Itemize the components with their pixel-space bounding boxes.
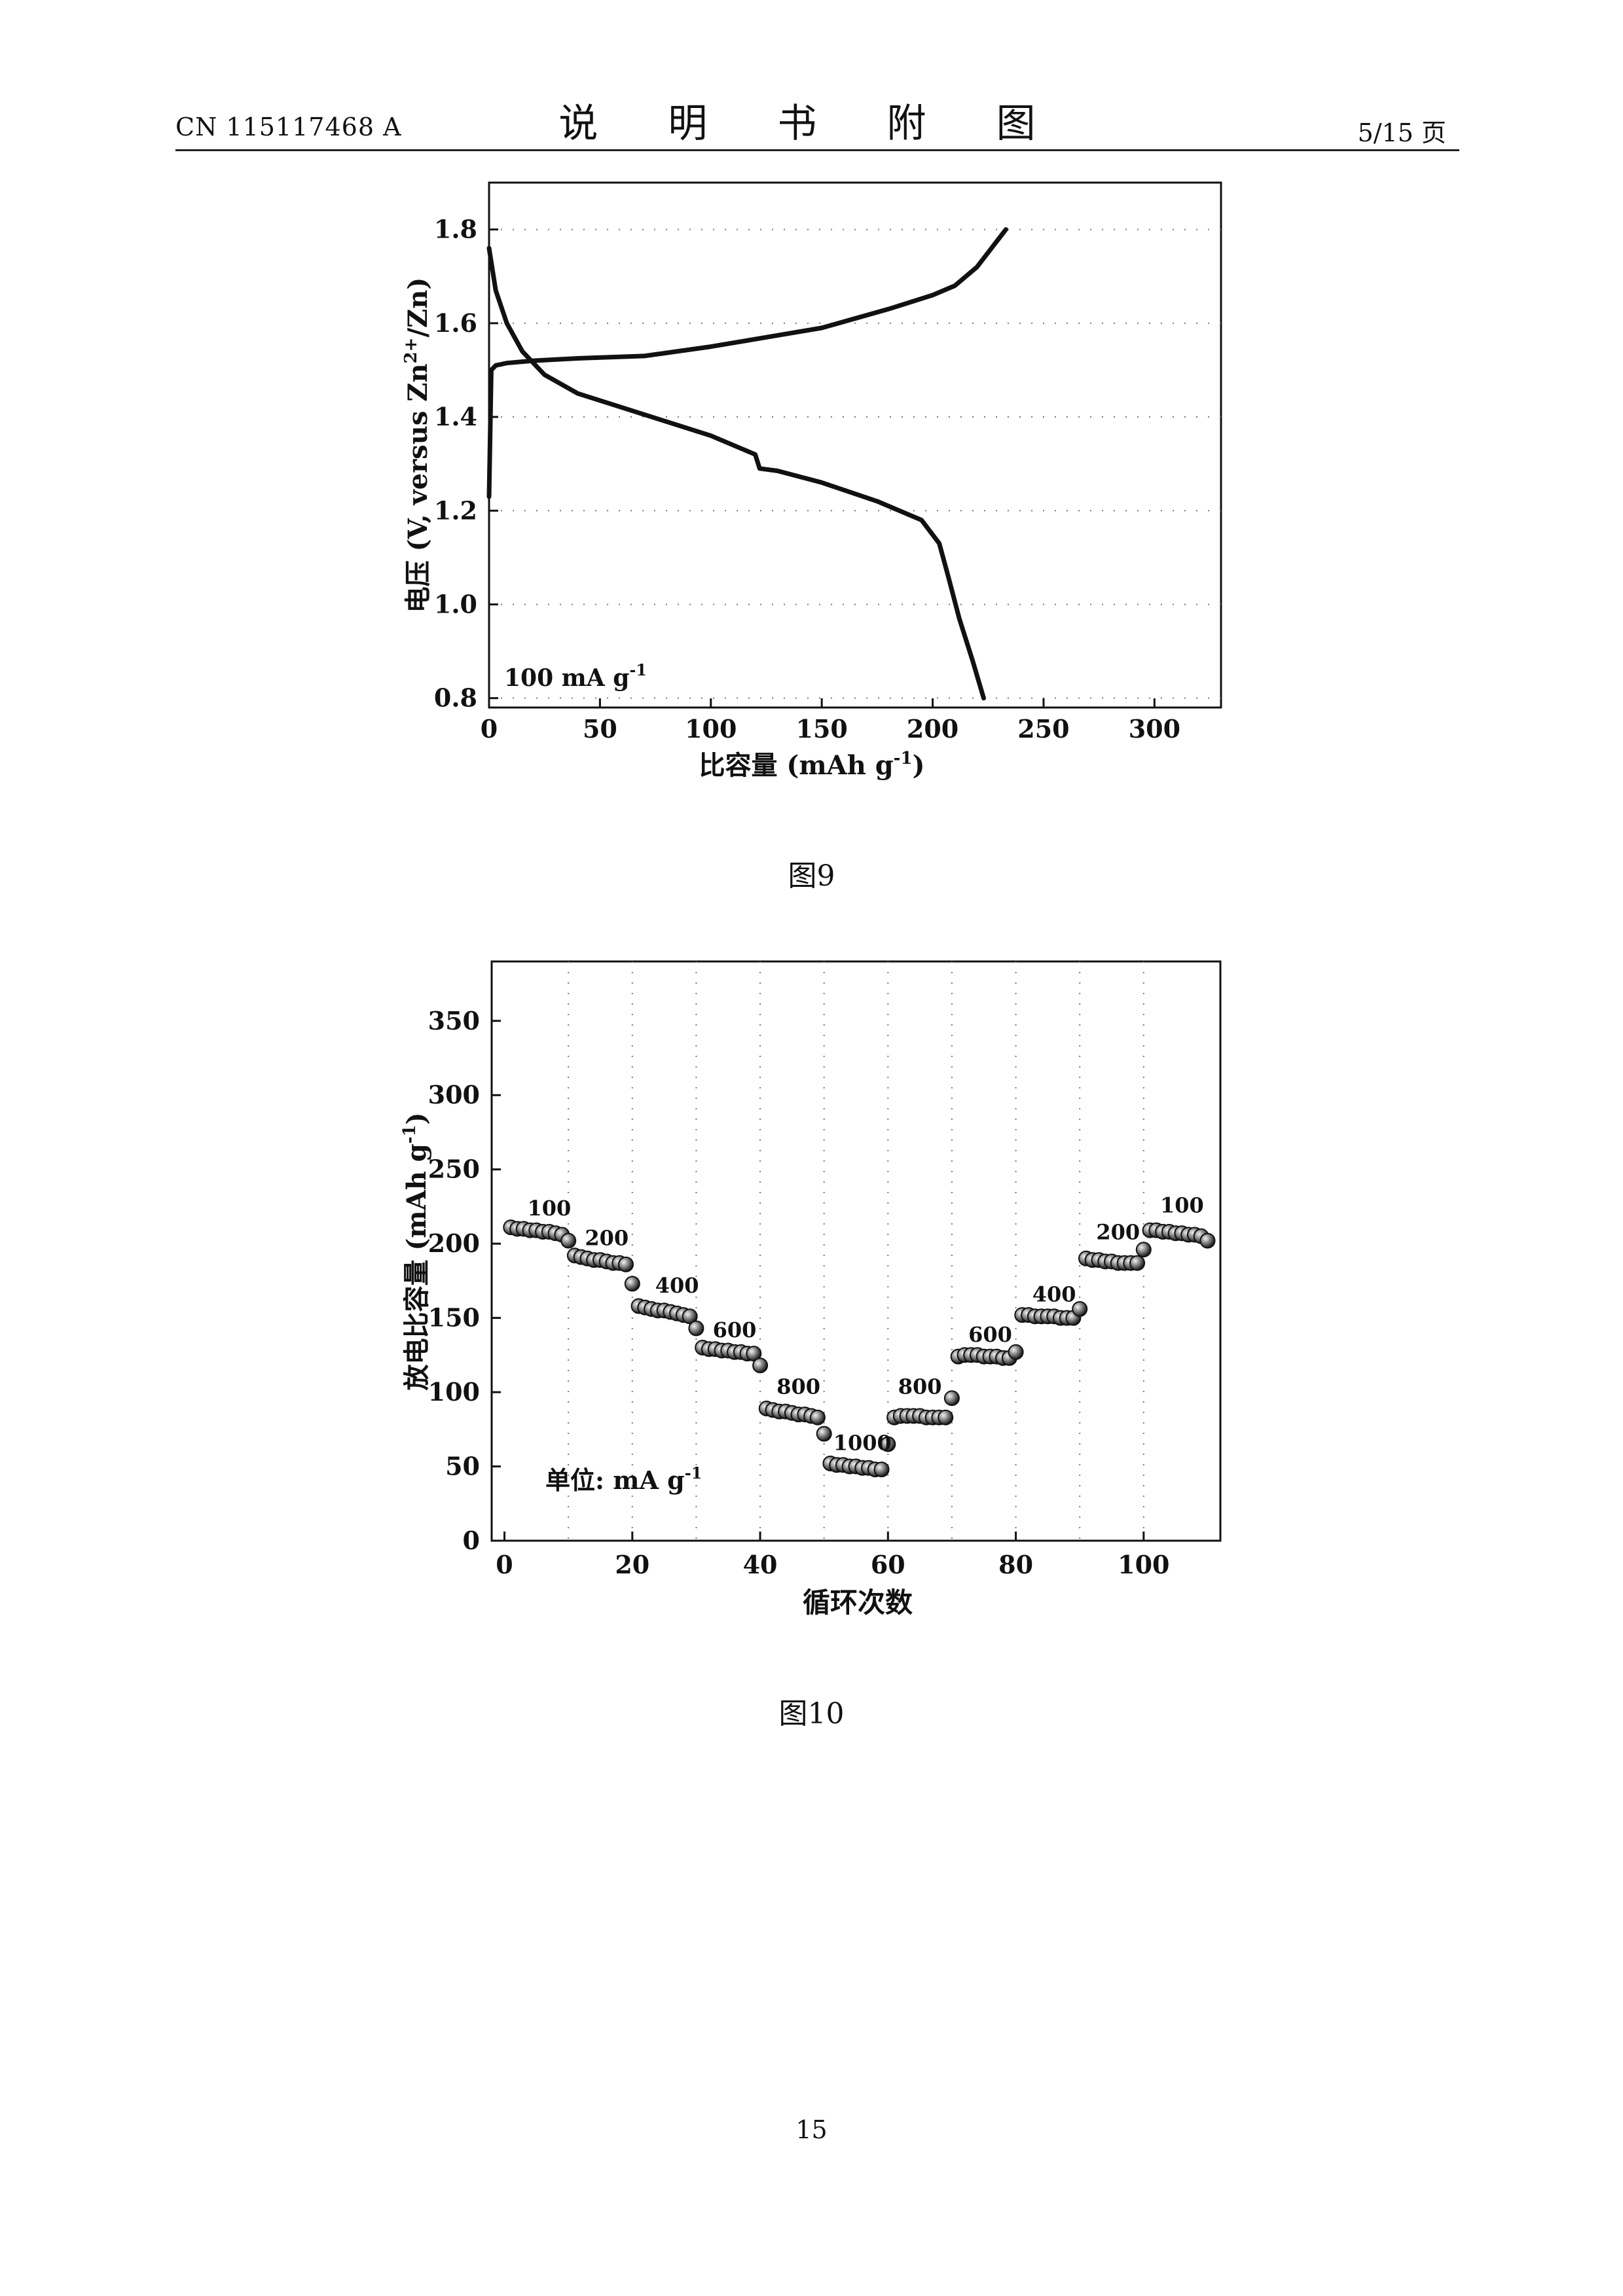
y-tick-label-1: 1.0 (434, 589, 477, 619)
rate-label-0: 100 (527, 1196, 571, 1221)
y-tick-label-3: 150 (428, 1303, 480, 1333)
data-point-79 (1008, 1344, 1024, 1360)
rate-label-8: 400 (1032, 1282, 1076, 1307)
y-tick-label-5: 1.8 (434, 215, 477, 244)
rate-label-5: 1000 (833, 1431, 892, 1456)
y-axis-label: 放电比容量 (mAh g-1) (400, 1112, 432, 1390)
axis-ticks: 0.8 1.0 1.2 1.4 1.6 1.8 0 50 100 150 200 250 300 (434, 215, 1180, 744)
data-point-18 (618, 1256, 634, 1272)
x-tick-label-3: 150 (796, 714, 848, 744)
axis-ticks: 0 50 100 150 200 250 300 350 0 20 40 60 80 100 (428, 1006, 1170, 1579)
page-number: 15 (795, 2115, 828, 2144)
x-tick-label-3: 60 (871, 1550, 905, 1579)
data-point-49 (816, 1426, 832, 1442)
figure-10-chart: 0 50 100 150 200 250 300 350 0 20 40 60 80 100 100 200… (400, 960, 1222, 1619)
y-tick-label-4: 200 (428, 1229, 480, 1258)
plot-frame (490, 960, 1222, 1542)
header-rule (175, 149, 1459, 151)
data-point-98 (1129, 1255, 1146, 1271)
x-tick-label-2: 100 (685, 714, 737, 744)
rate-label-6: 800 (898, 1374, 942, 1399)
data-point-109 (1199, 1232, 1216, 1249)
y-tick-label-2: 100 (428, 1377, 480, 1407)
x-tick-label-4: 200 (907, 714, 958, 744)
data-point-89 (1072, 1301, 1088, 1317)
y-tick-label-0: 0.8 (434, 683, 477, 713)
rate-label-4: 800 (776, 1374, 820, 1399)
data-point-38 (746, 1346, 762, 1362)
unit-annotation: 单位: mA g-1 (545, 1463, 702, 1495)
x-tick-label-0: 0 (496, 1550, 513, 1579)
data-series (486, 227, 1008, 701)
page-indicator: 5/15 页 (1357, 118, 1446, 147)
gridlines (489, 228, 1221, 699)
figure-9-chart: 0.8 1.0 1.2 1.4 1.6 1.8 0 50 100 150 200 250 300 100… (401, 181, 1222, 781)
x-tick-label-5: 250 (1017, 714, 1069, 744)
plot-frame (488, 181, 1222, 709)
patent-number: CN 115117468 A (175, 113, 402, 141)
figure-10-caption: 图10 (778, 1697, 845, 1731)
rate-labels: 100 200 400 600 800 1000 800 600 400 200 100 (527, 1193, 1203, 1456)
y-tick-label-5: 250 (428, 1155, 480, 1184)
x-tick-label-6: 300 (1129, 714, 1180, 744)
data-point-48 (809, 1409, 826, 1426)
data-point-28 (682, 1308, 698, 1325)
series-line-1 (486, 245, 986, 701)
data-point-39 (752, 1357, 769, 1374)
y-tick-label-3: 1.4 (434, 402, 477, 431)
rate-annotation: 100 mA g-1 (504, 660, 647, 692)
rate-label-10: 100 (1160, 1193, 1204, 1218)
data-point-58 (873, 1462, 890, 1478)
data-point-69 (943, 1390, 960, 1407)
data-point-9 (560, 1232, 577, 1249)
data-point-99 (1135, 1242, 1152, 1258)
data-point-19 (624, 1276, 640, 1292)
y-tick-label-7: 350 (428, 1006, 480, 1035)
y-tick-label-0: 0 (463, 1526, 480, 1555)
data-point-68 (938, 1409, 954, 1426)
y-tick-label-4: 1.6 (434, 308, 477, 338)
y-axis-label: 电压 (V, versus Zn2+/Zn) (401, 278, 433, 613)
section-title: 说 明 书 附 图 (558, 101, 1065, 147)
y-tick-label-1: 50 (445, 1452, 480, 1481)
x-tick-label-1: 50 (583, 714, 617, 744)
rate-label-7: 600 (968, 1322, 1012, 1347)
rate-label-1: 200 (585, 1225, 629, 1250)
x-axis-label: 循环次数 (803, 1587, 913, 1619)
y-tick-label-2: 1.2 (434, 495, 477, 525)
x-axis-label: 比容量 (mAh g-1) (699, 749, 924, 781)
data-point-29 (688, 1320, 704, 1336)
x-tick-label-5: 100 (1118, 1550, 1169, 1579)
x-tick-label-1: 20 (615, 1550, 649, 1579)
rate-label-3: 600 (713, 1318, 757, 1342)
rate-label-9: 200 (1096, 1219, 1140, 1244)
data-series (503, 1219, 1216, 1478)
data-point-59 (880, 1436, 896, 1452)
x-tick-label-4: 80 (998, 1550, 1033, 1579)
rate-label-2: 400 (655, 1273, 699, 1298)
x-tick-label-2: 40 (743, 1550, 778, 1579)
x-tick-label-0: 0 (481, 714, 498, 744)
series-line-0 (486, 227, 1008, 499)
y-tick-label-6: 300 (428, 1080, 480, 1109)
figure-9-caption: 图9 (788, 859, 835, 893)
